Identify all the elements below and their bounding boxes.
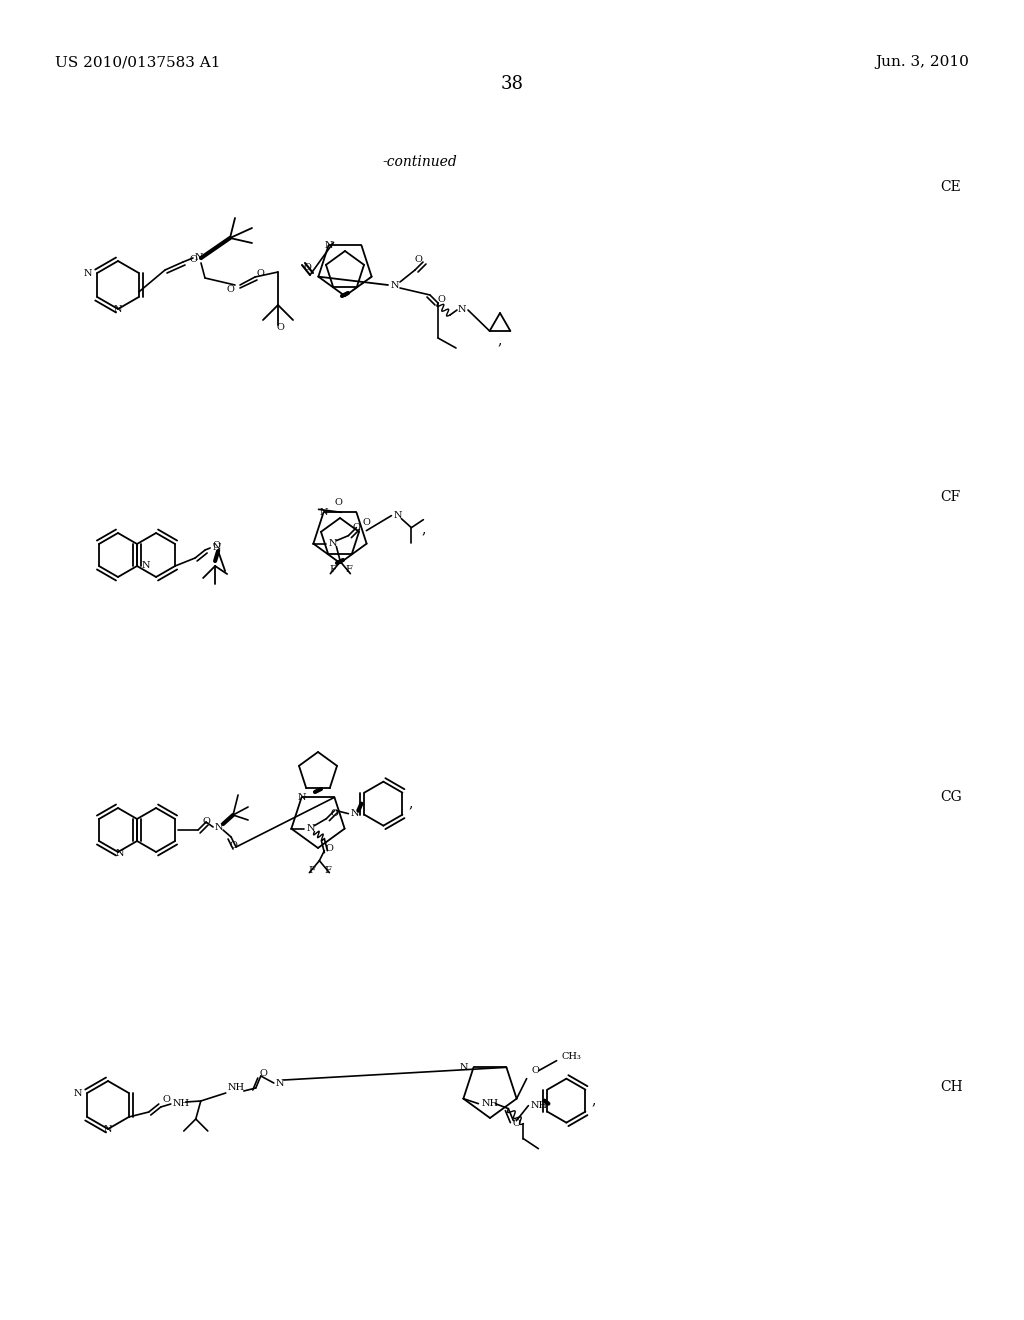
Text: CF: CF bbox=[940, 490, 961, 504]
Text: NH: NH bbox=[530, 1101, 548, 1110]
Text: N: N bbox=[114, 305, 122, 314]
Text: N: N bbox=[393, 511, 401, 520]
Text: -continued: -continued bbox=[383, 154, 458, 169]
Text: N: N bbox=[391, 281, 399, 289]
Text: N: N bbox=[319, 508, 328, 517]
Text: O: O bbox=[276, 322, 284, 331]
Text: CG: CG bbox=[940, 789, 962, 804]
Text: N: N bbox=[103, 1125, 113, 1134]
Text: N: N bbox=[306, 824, 314, 833]
Text: O: O bbox=[326, 845, 333, 853]
Text: O: O bbox=[414, 256, 422, 264]
Text: O: O bbox=[202, 817, 210, 826]
Text: O: O bbox=[362, 519, 371, 527]
Text: O: O bbox=[303, 263, 311, 272]
Text: CH: CH bbox=[940, 1080, 963, 1094]
Text: ,: , bbox=[498, 333, 502, 347]
Text: Jun. 3, 2010: Jun. 3, 2010 bbox=[876, 55, 969, 69]
Text: CH₃: CH₃ bbox=[561, 1052, 582, 1061]
Text: O: O bbox=[163, 1096, 171, 1105]
Text: 38: 38 bbox=[501, 75, 523, 92]
Text: O: O bbox=[256, 268, 264, 277]
Text: N: N bbox=[195, 253, 204, 263]
Text: N: N bbox=[84, 268, 92, 277]
Text: F: F bbox=[308, 866, 314, 875]
Text: F: F bbox=[345, 565, 352, 574]
Text: O: O bbox=[352, 523, 360, 532]
Text: O: O bbox=[212, 541, 220, 550]
Text: ,: , bbox=[592, 1094, 596, 1107]
Text: NH: NH bbox=[227, 1084, 245, 1093]
Text: N: N bbox=[297, 793, 306, 801]
Text: N: N bbox=[275, 1078, 285, 1088]
Text: O: O bbox=[226, 285, 233, 294]
Text: O: O bbox=[190, 256, 198, 264]
Text: O: O bbox=[260, 1068, 267, 1077]
Text: N: N bbox=[74, 1089, 82, 1097]
Text: CE: CE bbox=[940, 180, 961, 194]
Text: NH: NH bbox=[173, 1100, 189, 1109]
Text: F: F bbox=[329, 565, 336, 574]
Text: F: F bbox=[324, 866, 331, 875]
Text: N: N bbox=[215, 822, 223, 832]
Text: N: N bbox=[458, 305, 466, 314]
Text: N: N bbox=[142, 561, 151, 570]
Text: NH: NH bbox=[481, 1100, 499, 1109]
Text: O: O bbox=[512, 1119, 520, 1129]
Text: O: O bbox=[331, 809, 338, 818]
Text: O: O bbox=[531, 1067, 540, 1076]
Text: N: N bbox=[212, 544, 220, 553]
Text: N: N bbox=[460, 1063, 469, 1072]
Text: N: N bbox=[325, 240, 333, 249]
Text: ,: , bbox=[421, 523, 426, 537]
Text: N: N bbox=[329, 539, 337, 548]
Text: US 2010/0137583 A1: US 2010/0137583 A1 bbox=[55, 55, 220, 69]
Text: N: N bbox=[116, 849, 124, 858]
Text: N: N bbox=[350, 809, 358, 818]
Text: O: O bbox=[229, 841, 237, 850]
Text: O: O bbox=[438, 296, 445, 305]
Text: ,: , bbox=[409, 797, 413, 810]
Text: O: O bbox=[335, 498, 342, 507]
